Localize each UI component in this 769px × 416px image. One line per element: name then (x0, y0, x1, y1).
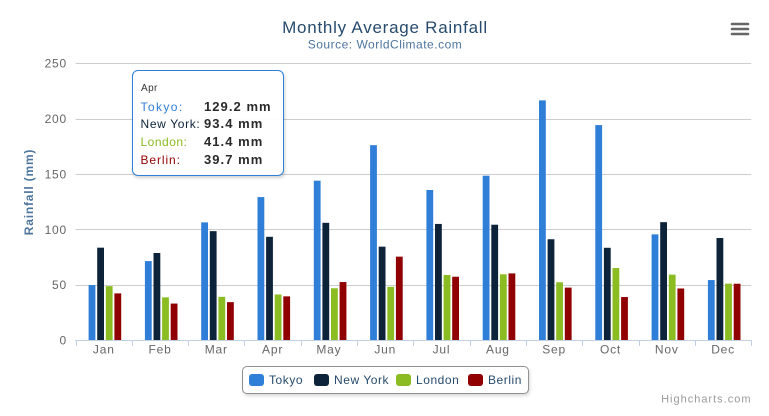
svg-text:Jun: Jun (374, 343, 396, 357)
svg-text:Feb: Feb (149, 343, 172, 357)
svg-text:Mar: Mar (205, 343, 228, 357)
svg-text:100: 100 (45, 223, 67, 237)
svg-text:Aug: Aug (486, 343, 510, 357)
svg-text:50: 50 (52, 278, 67, 292)
svg-text:Nov: Nov (655, 343, 679, 357)
svg-text:Rainfall (mm): Rainfall (mm) (22, 149, 36, 235)
svg-text:Sep: Sep (542, 343, 566, 357)
svg-text:150: 150 (45, 167, 67, 181)
svg-text:Dec: Dec (711, 343, 735, 357)
svg-text:May: May (316, 343, 341, 357)
svg-text:0: 0 (60, 334, 67, 348)
svg-text:Monthly Average Rainfall: Monthly Average Rainfall (282, 18, 488, 37)
svg-text:Source: WorldClimate.com: Source: WorldClimate.com (308, 38, 463, 52)
svg-text:Oct: Oct (600, 343, 621, 357)
svg-text:200: 200 (45, 112, 67, 126)
svg-text:Highcharts.com: Highcharts.com (661, 394, 751, 406)
svg-text:Apr: Apr (262, 343, 283, 357)
svg-text:250: 250 (45, 56, 67, 70)
svg-text:Jul: Jul (433, 343, 451, 357)
svg-text:Jan: Jan (93, 343, 115, 357)
